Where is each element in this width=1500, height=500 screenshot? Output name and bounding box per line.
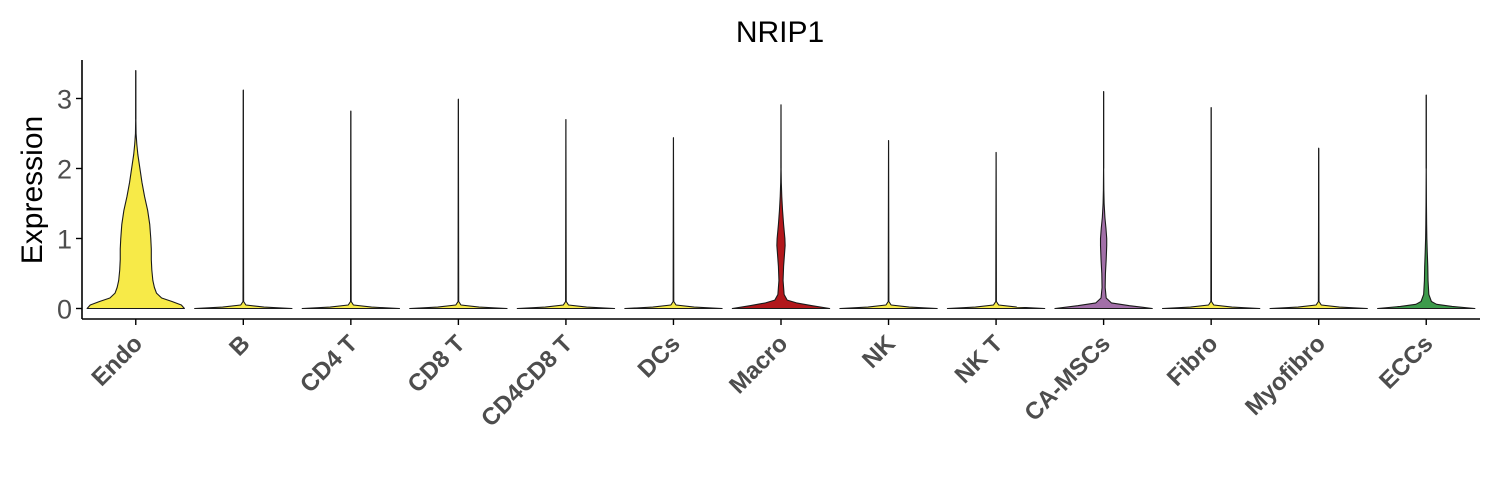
x-tick-label: DCs xyxy=(633,330,686,383)
x-tick-label: Myofibro xyxy=(1240,330,1331,421)
y-ticks: 0 1 2 3 xyxy=(57,85,82,325)
chart-title: NRIP1 xyxy=(736,16,824,49)
y-axis-label: Expression xyxy=(16,116,49,264)
x-tick-label: NK xyxy=(857,330,901,374)
y-tick-label: 1 xyxy=(57,225,72,255)
violins-layer xyxy=(86,69,1476,310)
x-tick-label: CA-MSCs xyxy=(1019,330,1115,426)
x-ticks: Endo B CD4 T CD8 T CD4CD8 T DCs Macro NK NK T CA-… xyxy=(86,319,1438,432)
x-tick-label: Macro xyxy=(724,330,793,399)
y-tick-label: 3 xyxy=(57,85,72,115)
x-tick-label: NK T xyxy=(950,330,1009,389)
y-tick-label: 2 xyxy=(57,155,72,185)
x-tick-label: Endo xyxy=(86,330,148,392)
x-tick-label: CD8 T xyxy=(403,330,471,398)
x-tick-label: CD4 T xyxy=(295,330,363,398)
x-tick-label: ECCs xyxy=(1374,330,1438,394)
x-tick-label: Fibro xyxy=(1162,330,1224,392)
y-tick-label: 0 xyxy=(57,295,72,325)
x-tick-label: CD4CD8 T xyxy=(476,330,578,432)
x-tick-label: B xyxy=(224,330,255,361)
